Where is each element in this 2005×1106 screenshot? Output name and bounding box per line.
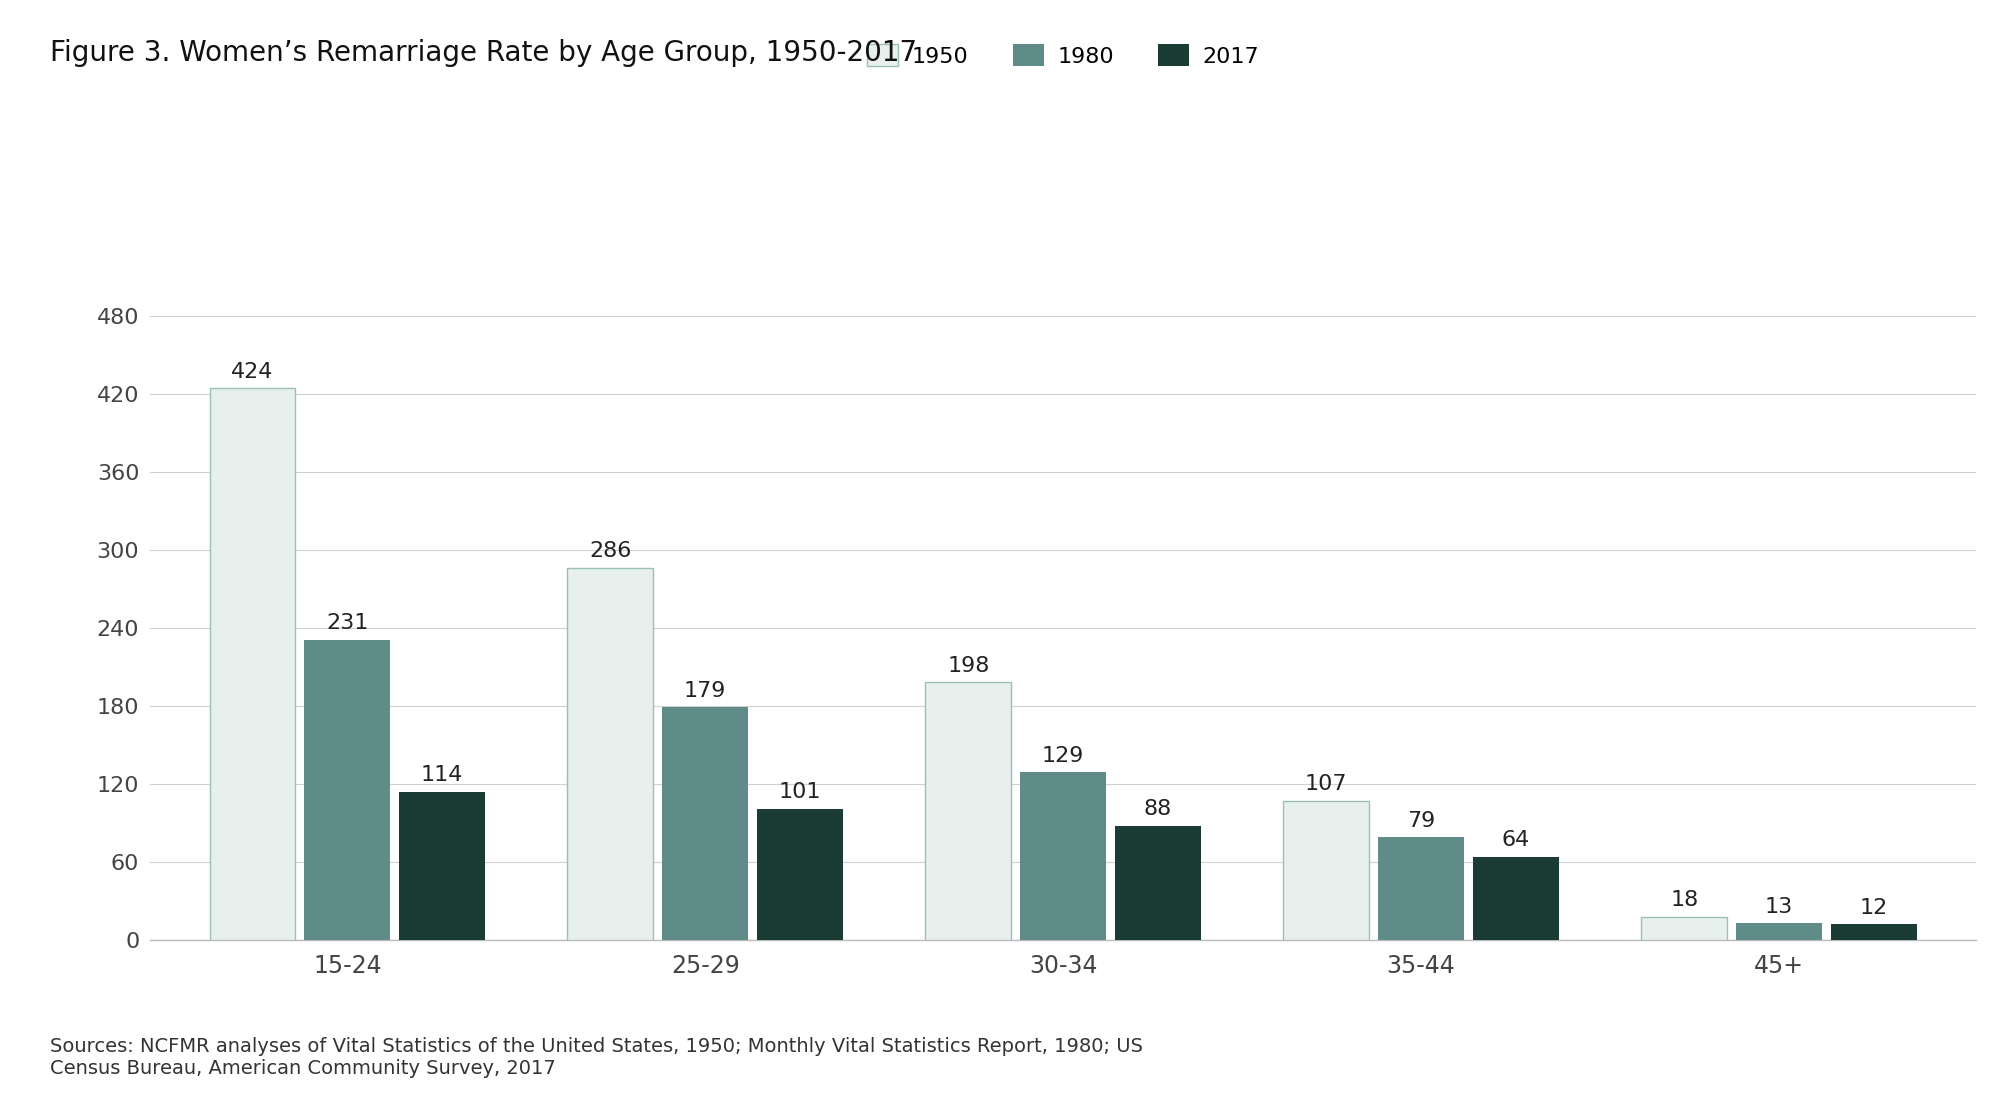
- Text: 12: 12: [1859, 898, 1887, 918]
- Text: 286: 286: [589, 542, 632, 562]
- Bar: [662, 707, 748, 940]
- Text: Figure 3. Women’s Remarriage Rate by Age Group, 1950-2017: Figure 3. Women’s Remarriage Rate by Age…: [50, 39, 916, 66]
- Text: 13: 13: [1764, 897, 1792, 917]
- Bar: [399, 792, 485, 940]
- Bar: [305, 639, 391, 940]
- Bar: [1021, 772, 1105, 940]
- Text: Sources: NCFMR analyses of Vital Statistics of the United States, 1950; Monthly : Sources: NCFMR analyses of Vital Statist…: [50, 1037, 1143, 1078]
- Bar: [924, 682, 1011, 940]
- Text: 79: 79: [1406, 811, 1434, 831]
- Legend: 1950, 1980, 2017: 1950, 1980, 2017: [858, 35, 1267, 75]
- Bar: [1734, 924, 1821, 940]
- Bar: [1377, 837, 1464, 940]
- Text: 179: 179: [684, 680, 726, 701]
- Bar: [756, 808, 842, 940]
- Bar: [567, 568, 654, 940]
- Text: 64: 64: [1502, 831, 1530, 851]
- Text: 88: 88: [1143, 800, 1171, 820]
- Text: 129: 129: [1041, 745, 1085, 765]
- Text: 18: 18: [1670, 890, 1698, 910]
- Text: 107: 107: [1305, 774, 1347, 794]
- Bar: [1640, 917, 1726, 940]
- Text: 231: 231: [327, 613, 369, 633]
- Text: 198: 198: [946, 656, 988, 676]
- Bar: [1831, 925, 1917, 940]
- Text: 114: 114: [421, 765, 463, 785]
- Bar: [1283, 801, 1369, 940]
- Bar: [1472, 857, 1558, 940]
- Text: 101: 101: [778, 782, 820, 802]
- Bar: [1115, 825, 1201, 940]
- Text: 424: 424: [231, 362, 273, 382]
- Bar: [209, 388, 295, 940]
